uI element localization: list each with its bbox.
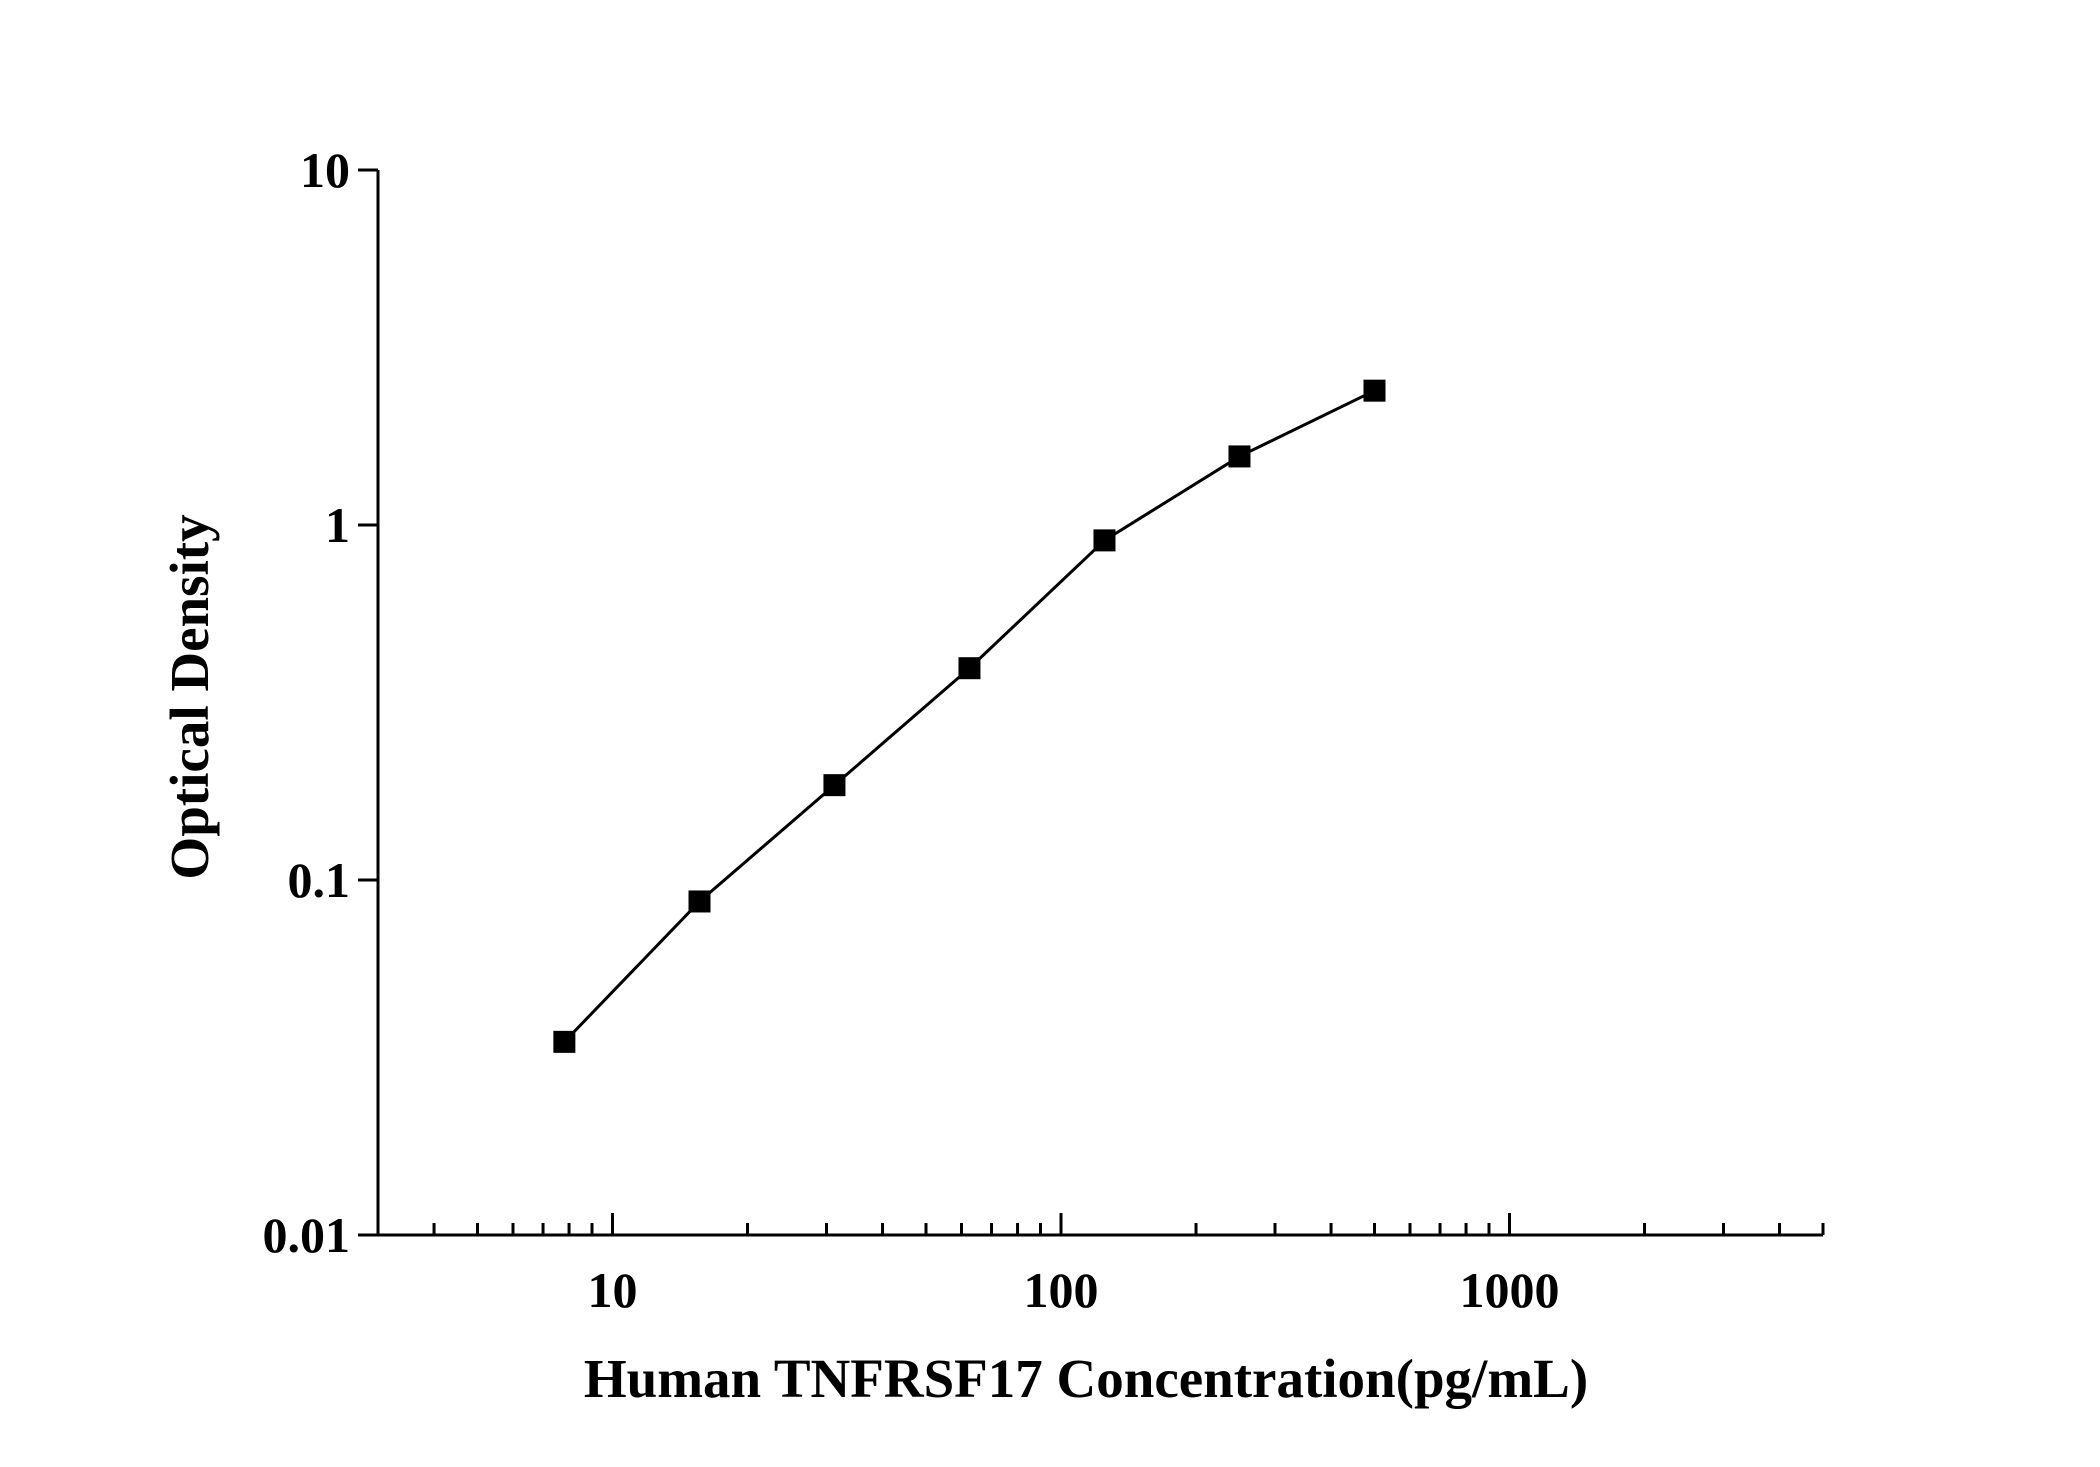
y-axis-title: Optical Density bbox=[159, 514, 220, 879]
x-tick-label: 100 bbox=[1024, 1262, 1099, 1318]
y-tick-label: 10 bbox=[300, 142, 350, 198]
data-point bbox=[958, 657, 981, 680]
x-tick-label: 10 bbox=[588, 1262, 638, 1318]
y-tick-label: 0.1 bbox=[288, 852, 351, 908]
data-point bbox=[688, 890, 711, 913]
x-axis-title: Human TNFRSF17 Concentration(pg/mL) bbox=[584, 1348, 1588, 1409]
data-point bbox=[1093, 529, 1116, 552]
data-point bbox=[553, 1030, 576, 1053]
data-point bbox=[1228, 445, 1251, 468]
x-tick-label: 1000 bbox=[1460, 1262, 1560, 1318]
series-layer bbox=[553, 379, 1386, 1053]
plot-area: 10 100 1000 0.01 0.1 1 10 bbox=[263, 142, 1825, 1318]
y-tick-label: 1 bbox=[325, 497, 350, 553]
data-point bbox=[1363, 379, 1386, 402]
data-point bbox=[823, 774, 846, 797]
series-line bbox=[563, 389, 1376, 1043]
y-tick-label: 0.01 bbox=[263, 1207, 351, 1263]
